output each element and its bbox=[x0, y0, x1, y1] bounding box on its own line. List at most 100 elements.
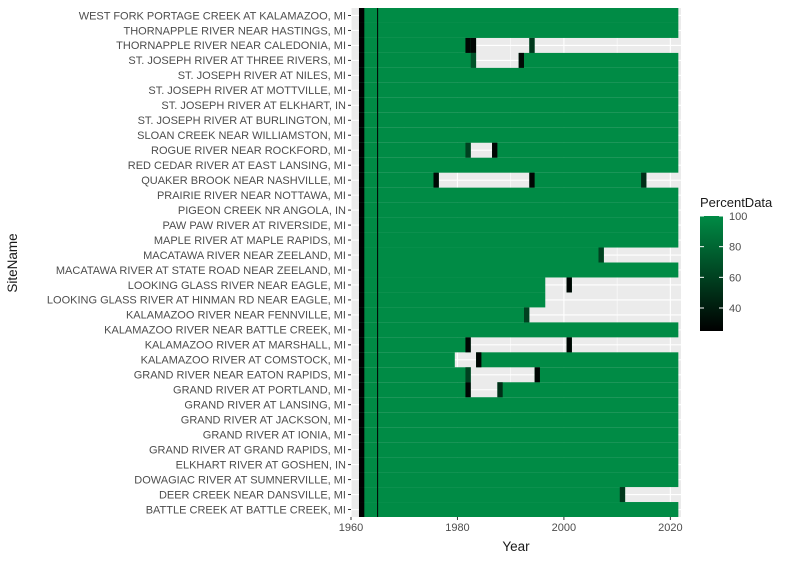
heatmap-segment bbox=[358, 352, 455, 368]
y-tick-label: PAW PAW RIVER AT RIVERSIDE, MI bbox=[162, 220, 346, 232]
heatmap-cell-low bbox=[358, 202, 365, 218]
heatmap-segment bbox=[358, 367, 471, 383]
heatmap-segment bbox=[358, 322, 679, 338]
heatmap-cell-low bbox=[358, 97, 365, 113]
x-tick-label: 1960 bbox=[339, 522, 363, 534]
y-tick-label: LOOKING GLASS RIVER NEAR EAGLE, MI bbox=[128, 280, 346, 292]
heatmap-cell-low bbox=[358, 142, 365, 158]
heatmap-segment bbox=[492, 142, 679, 158]
y-tick-label: THORNAPPLE RIVER NEAR HASTINGS, MI bbox=[124, 25, 346, 37]
heatmap-cell-low bbox=[492, 142, 498, 158]
heatmap-cell-low bbox=[358, 442, 365, 458]
heatmap-segment bbox=[497, 382, 679, 398]
y-tick-label: ST. JOSEPH RIVER AT THREE RIVERS, MI bbox=[128, 55, 346, 67]
heatmap-segment bbox=[358, 142, 471, 158]
legend-title: PercentData bbox=[700, 195, 773, 210]
heatmap-cell-low bbox=[497, 382, 503, 398]
heatmap-segment bbox=[358, 337, 471, 353]
y-tick-label: KALAMAZOO RIVER NEAR BATTLE CREEK, MI bbox=[104, 325, 346, 337]
x-tick-label: 1980 bbox=[445, 522, 469, 534]
heatmap-segment bbox=[358, 412, 679, 428]
y-tick-label: GRAND RIVER NEAR EATON RAPIDS, MI bbox=[134, 370, 346, 382]
heatmap-cell-low bbox=[566, 337, 572, 353]
heatmap-cell-low bbox=[465, 37, 471, 53]
y-tick-label: ELKHART RIVER AT GOSHEN, IN bbox=[176, 459, 346, 471]
heatmap-segment bbox=[358, 97, 679, 113]
heatmap-cell-low bbox=[529, 37, 535, 53]
heatmap-cell-low bbox=[598, 247, 604, 263]
y-axis: WEST FORK PORTAGE CREEK AT KALAMAZOO, MI… bbox=[47, 10, 351, 516]
heatmap-segment bbox=[518, 52, 679, 68]
y-tick-label: QUAKER BROOK NEAR NASHVILLE, MI bbox=[141, 175, 346, 187]
heatmap-cell-low bbox=[358, 487, 365, 503]
y-tick-label: BATTLE CREEK AT BATTLE CREEK, MI bbox=[146, 504, 346, 516]
y-axis-title: SiteName bbox=[5, 233, 20, 292]
heatmap-segment bbox=[358, 277, 546, 293]
heatmap-cell-low bbox=[358, 112, 365, 128]
heatmap-cell-low bbox=[358, 52, 365, 68]
heatmap-segment bbox=[358, 382, 471, 398]
heatmap-segment bbox=[358, 157, 679, 173]
heatmap-cell-low bbox=[465, 367, 471, 383]
legend-label: 60 bbox=[729, 272, 741, 284]
heatmap-segment bbox=[358, 232, 679, 248]
y-tick-label: MACATAWA RIVER AT STATE ROAD NEAR ZEELAN… bbox=[56, 265, 346, 277]
heatmap-cell-low bbox=[358, 412, 365, 428]
heatmap-cell-low bbox=[470, 37, 477, 53]
heatmap-cell-low bbox=[566, 277, 572, 293]
y-tick-label: KALAMAZOO RIVER NEAR FENNVILLE, MI bbox=[126, 310, 346, 322]
heatmap-segment bbox=[358, 307, 530, 323]
y-tick-label: ST. JOSEPH RIVER AT MOTTVILLE, MI bbox=[148, 85, 346, 97]
heatmap-segment bbox=[358, 262, 679, 278]
heatmap-cell-low bbox=[358, 427, 365, 443]
heatmap-segment bbox=[358, 52, 477, 68]
heatmap-cell-low bbox=[465, 337, 471, 353]
heatmap-cell-low bbox=[358, 352, 365, 368]
x-tick-label: 2000 bbox=[552, 522, 576, 534]
heatmap-cell-low bbox=[433, 172, 439, 188]
heatmap-cell-low bbox=[358, 8, 365, 23]
y-tick-label: GRAND RIVER AT JACKSON, MI bbox=[181, 414, 346, 426]
heatmap-segment bbox=[358, 172, 439, 188]
y-tick-label: ST. JOSEPH RIVER AT NILES, MI bbox=[178, 70, 346, 82]
heatmap-cell-low bbox=[358, 472, 365, 488]
heatmap-segment bbox=[358, 292, 546, 308]
heatmap-segment bbox=[358, 247, 604, 263]
heatmap-cell-low bbox=[358, 457, 365, 473]
heatmap-cell-low bbox=[523, 307, 530, 323]
heatmap-segment bbox=[358, 112, 679, 128]
heatmap-segment bbox=[358, 397, 679, 413]
heatmap-segment bbox=[358, 502, 679, 517]
y-tick-label: KALAMAZOO RIVER AT MARSHALL, MI bbox=[145, 340, 346, 352]
heatmap-cell-low bbox=[358, 262, 365, 278]
y-tick-label: KALAMAZOO RIVER AT COMSTOCK, MI bbox=[141, 355, 346, 367]
heatmap-segment bbox=[358, 67, 679, 83]
heatmap-cell-low bbox=[358, 247, 365, 263]
x-tick-label: 2020 bbox=[658, 522, 682, 534]
heatmap-segment bbox=[358, 202, 679, 218]
y-tick-label: GRAND RIVER AT GRAND RAPIDS, MI bbox=[149, 444, 346, 456]
heatmap-cell-low bbox=[518, 52, 524, 68]
y-tick-label: MACATAWA RIVER NEAR ZEELAND, MI bbox=[143, 250, 346, 262]
y-tick-label: GRAND RIVER AT IONIA, MI bbox=[203, 429, 346, 441]
heatmap-cell-low bbox=[476, 352, 482, 368]
heatmap-segment bbox=[358, 442, 679, 458]
heatmap-cell-low bbox=[619, 487, 626, 503]
heatmap-cell-low bbox=[358, 67, 365, 83]
heatmap-cell-low bbox=[358, 397, 365, 413]
heatmap-cell-low bbox=[465, 142, 471, 158]
heatmap-cell-low bbox=[358, 127, 365, 143]
heatmap-cell-low bbox=[358, 337, 365, 353]
y-tick-label: ST. JOSEPH RIVER AT ELKHART, IN bbox=[161, 100, 346, 112]
y-tick-label: DOWAGIAC RIVER AT SUMNERVILLE, MI bbox=[134, 474, 346, 486]
heatmap-cell-low bbox=[358, 367, 365, 383]
heatmap-segment bbox=[358, 127, 679, 143]
legend-label: 100 bbox=[729, 211, 747, 223]
heatmap-segment bbox=[358, 22, 679, 38]
legend-colorbar bbox=[700, 216, 723, 331]
y-tick-label: THORNAPPLE RIVER NEAR CALEDONIA, MI bbox=[116, 40, 346, 52]
legend-label: 80 bbox=[729, 242, 741, 254]
heatmap-cell-low bbox=[358, 277, 365, 293]
heatmap-segment bbox=[358, 472, 679, 488]
